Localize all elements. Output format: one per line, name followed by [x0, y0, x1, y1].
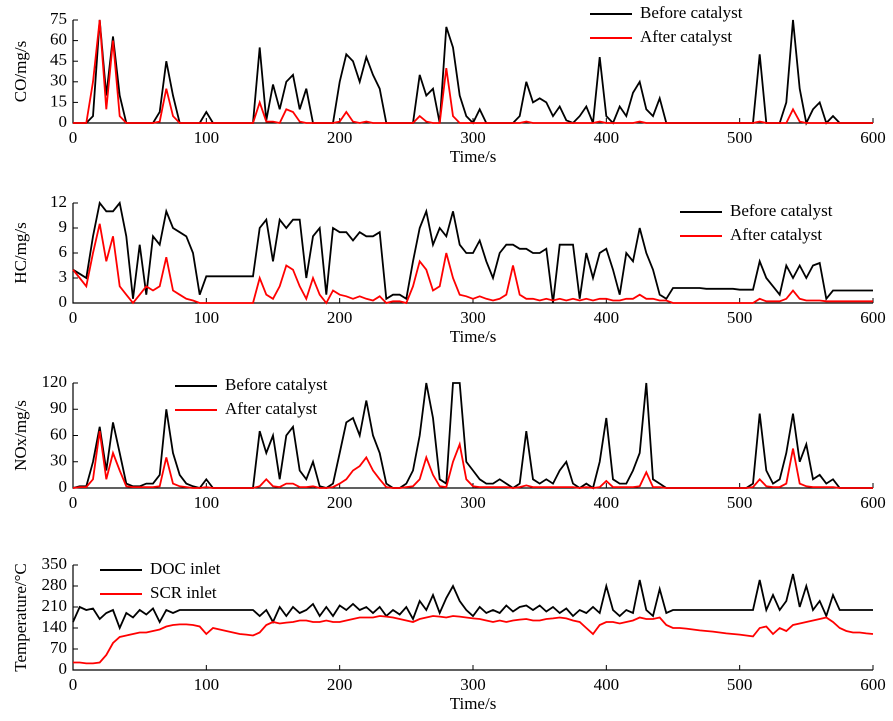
legend-label: After catalyst	[225, 399, 317, 418]
x-tick-label: 400	[594, 493, 620, 512]
series-line	[72, 223, 873, 305]
x-tick-label: 100	[194, 493, 220, 512]
y-axis-label: Temperature/°C	[11, 563, 30, 672]
x-tick-label: 300	[460, 675, 486, 694]
x-tick-label: 100	[194, 675, 220, 694]
series-line	[73, 19, 873, 125]
x-tick-label: 400	[594, 308, 620, 327]
x-tick-label: 300	[460, 128, 486, 147]
x-axis-label: Time/s	[450, 147, 497, 166]
x-tick-label: 100	[194, 308, 220, 327]
series-line	[72, 382, 873, 490]
x-tick-label: 500	[727, 493, 753, 512]
y-tick-label: 9	[59, 217, 68, 236]
x-tick-label: 400	[594, 128, 620, 147]
x-tick-label: 200	[327, 128, 353, 147]
series-line	[72, 573, 873, 631]
y-tick-label: 75	[50, 9, 67, 28]
axis-frame	[72, 383, 873, 489]
x-tick-label: 400	[594, 675, 620, 694]
x-tick-label: 600	[860, 675, 886, 694]
series-line	[72, 430, 873, 489]
y-tick-label: 30	[50, 451, 67, 470]
x-tick-label: 500	[727, 308, 753, 327]
x-tick-label: 200	[327, 675, 353, 694]
x-axis-label: Time/s	[450, 694, 497, 713]
x-tick-label: 500	[727, 128, 753, 147]
x-tick-label: 600	[860, 493, 886, 512]
x-tick-label: 0	[69, 493, 78, 512]
y-tick-label: 120	[42, 372, 68, 391]
y-tick-label: 60	[50, 30, 67, 49]
y-tick-label: 90	[50, 398, 67, 417]
series-line	[73, 615, 874, 665]
legend-label: After catalyst	[730, 225, 822, 244]
series-line	[73, 19, 873, 126]
legend-label: SCR inlet	[150, 583, 217, 602]
y-tick-label: 6	[59, 242, 68, 261]
x-tick-label: 300	[460, 493, 486, 512]
y-tick-label: 70	[50, 638, 67, 657]
legend-label: Before catalyst	[225, 375, 328, 394]
y-tick-label: 280	[42, 575, 68, 594]
y-tick-label: 0	[59, 292, 68, 311]
x-tick-label: 0	[69, 675, 78, 694]
x-tick-label: 500	[727, 675, 753, 694]
x-tick-label: 600	[860, 308, 886, 327]
y-tick-label: 350	[42, 554, 68, 573]
y-tick-label: 45	[50, 50, 67, 69]
y-tick-label: 3	[59, 267, 68, 286]
x-axis-label: Time/s	[450, 327, 497, 346]
legend-label: Before catalyst	[730, 201, 833, 220]
y-axis-label: CO/mg/s	[11, 41, 30, 102]
y-tick-label: 210	[42, 596, 68, 615]
y-tick-label: 140	[42, 617, 68, 636]
y-tick-label: 0	[59, 477, 68, 496]
x-tick-label: 0	[69, 128, 78, 147]
x-tick-label: 200	[327, 493, 353, 512]
x-tick-label: 0	[69, 308, 78, 327]
legend-label: Before catalyst	[640, 3, 743, 22]
axis-frame	[72, 20, 873, 124]
y-axis-label: HC/mg/s	[11, 222, 30, 283]
series-line	[72, 200, 873, 304]
y-tick-label: 12	[50, 192, 67, 211]
x-tick-label: 200	[327, 308, 353, 327]
y-tick-label: 0	[59, 112, 68, 131]
x-tick-label: 600	[860, 128, 886, 147]
y-axis-label: NOx/mg/s	[11, 400, 30, 471]
y-tick-label: 30	[50, 71, 67, 90]
legend-label: DOC inlet	[150, 559, 221, 578]
y-tick-label: 0	[59, 659, 68, 678]
y-tick-label: 60	[50, 424, 67, 443]
legend-label: After catalyst	[640, 27, 732, 46]
x-tick-label: 300	[460, 308, 486, 327]
y-tick-label: 15	[50, 91, 67, 110]
x-tick-label: 100	[194, 128, 220, 147]
